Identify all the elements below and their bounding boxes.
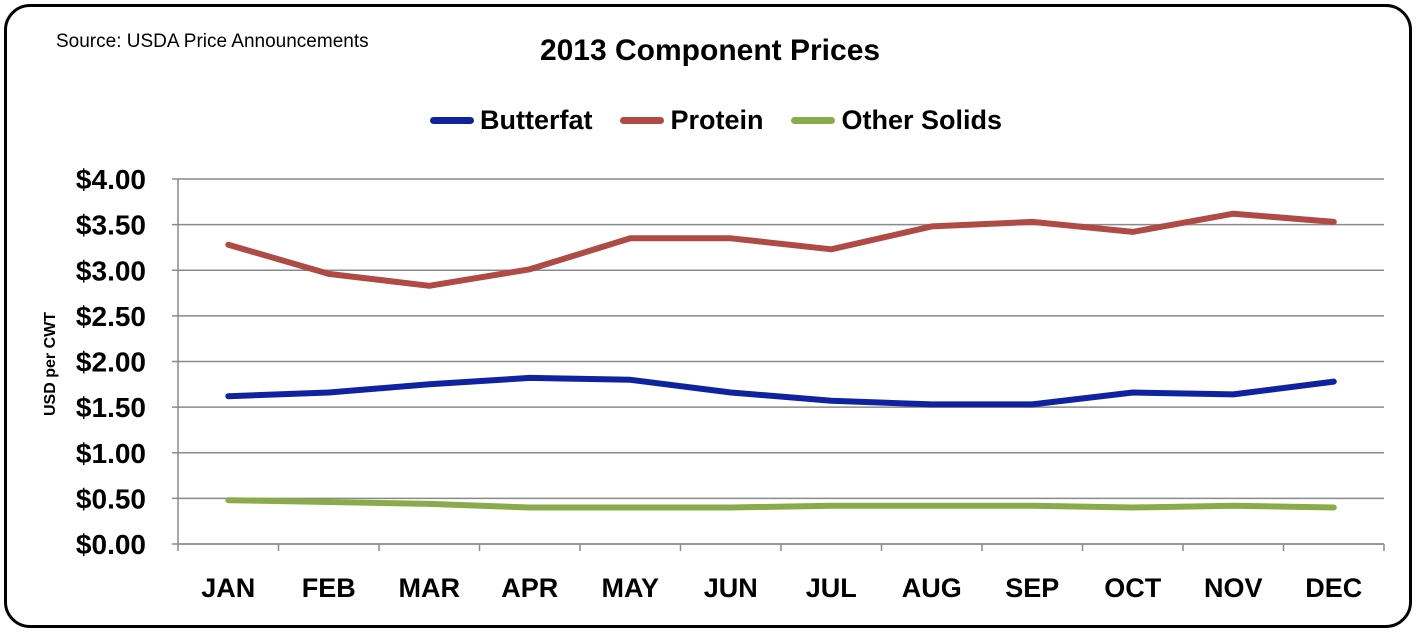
y-axis-title: USD per CWT [42, 312, 59, 416]
legend-swatch-other-solids [791, 117, 836, 124]
legend-item-other-solids: Other Solids [791, 105, 1002, 136]
x-tick-label: SEP [1005, 573, 1059, 603]
legend-swatch-butterfat [429, 117, 474, 124]
x-tick-label: MAY [601, 573, 659, 603]
legend-label-butterfat: Butterfat [479, 105, 593, 135]
legend-item-protein: Protein [620, 105, 763, 136]
legend-label-protein: Protein [670, 105, 764, 135]
series-line-butterfat [225, 374, 1337, 408]
legend: Butterfat Protein Other Solids [0, 105, 1420, 136]
x-tick-label: JAN [201, 573, 255, 603]
legend-swatch-protein [620, 117, 665, 124]
x-tick-label: AUG [902, 573, 962, 603]
source-note: Source: USDA Price Announcements [56, 31, 369, 52]
x-tick-label: DEC [1305, 573, 1362, 603]
y-tick-label: $2.00 [76, 347, 146, 378]
series-line-other-solids [225, 497, 1337, 511]
y-tick-label: $4.00 [76, 164, 146, 195]
y-tick-label: $3.50 [76, 210, 146, 241]
y-tick-label: $1.50 [76, 392, 146, 423]
x-tick-label: MAR [399, 573, 461, 603]
y-tick-label: $2.50 [76, 301, 146, 332]
legend-item-butterfat: Butterfat [429, 105, 593, 136]
x-tick-label: JUL [806, 573, 857, 603]
y-tick-label: $0.00 [76, 529, 146, 560]
series-line-protein [225, 210, 1337, 289]
x-tick-label: APR [501, 573, 558, 603]
y-tick-label: $0.50 [76, 483, 146, 514]
y-tick-label: $3.00 [76, 255, 146, 286]
chart-title: 2013 Component Prices [539, 34, 881, 67]
legend-label-other-solids: Other Solids [841, 105, 1003, 135]
x-tick-label: FEB [302, 573, 356, 603]
x-tick-label: JUN [704, 573, 758, 603]
y-tick-label: $1.00 [76, 438, 146, 469]
x-tick-label: OCT [1104, 573, 1162, 603]
x-tick-label: NOV [1204, 573, 1263, 603]
